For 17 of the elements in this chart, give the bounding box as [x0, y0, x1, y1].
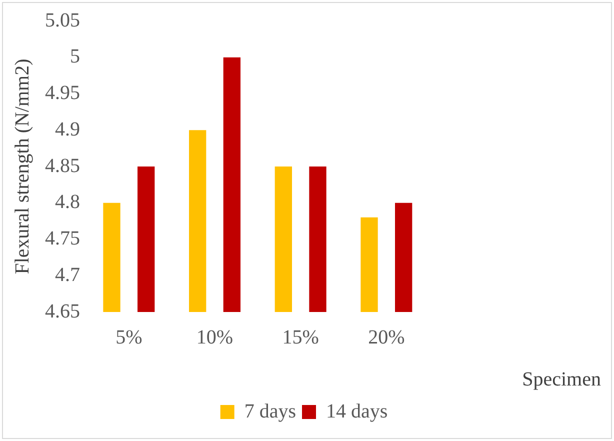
y-tick-label: 4.7	[55, 264, 80, 286]
y-tick-label: 4.95	[45, 82, 80, 104]
y-tick-label: 4.9	[55, 118, 80, 140]
legend-label: 14 days	[326, 400, 388, 422]
legend-label: 7 days	[244, 400, 296, 422]
y-axis-title: Flexural strength (N/mm2)	[11, 58, 34, 274]
y-tick-label: 4.65	[45, 300, 80, 322]
x-tick-label: 20%	[368, 326, 405, 348]
x-axis-title: Specimen	[522, 368, 601, 390]
y-tick-label: 4.75	[45, 228, 80, 250]
y-tick-label: 5.05	[45, 9, 80, 32]
x-tick-label: 15%	[282, 326, 319, 348]
y-tick-label: 4.85	[45, 154, 80, 177]
y-tick-label: 4.8	[55, 191, 80, 214]
x-tick-label: 5%	[116, 326, 142, 348]
x-tick-label: 10%	[196, 326, 234, 348]
y-tick-label: 5	[70, 46, 80, 68]
